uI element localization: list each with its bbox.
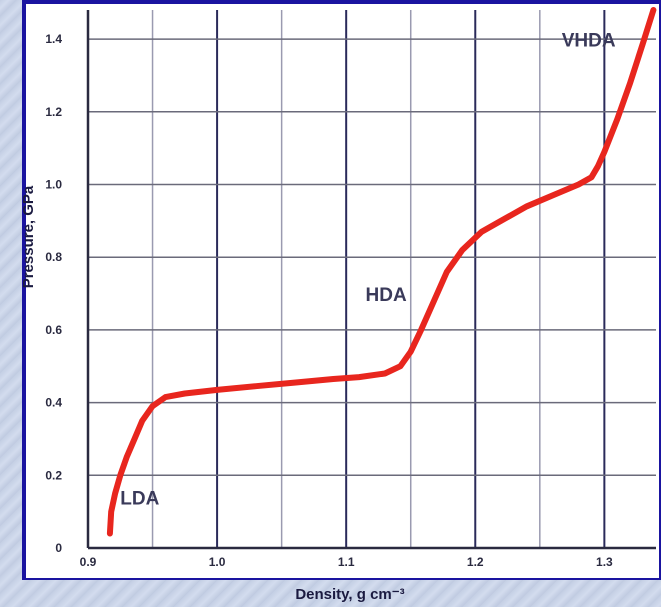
grid bbox=[88, 10, 656, 548]
y-tick-label: 0.8 bbox=[45, 250, 62, 264]
annotations: LDA HDA VHDA bbox=[120, 30, 616, 509]
x-tick-label: 1.2 bbox=[467, 555, 484, 569]
y-tick-label: 0.2 bbox=[45, 468, 62, 482]
chart-background bbox=[26, 4, 659, 578]
annotation-label: LDA bbox=[120, 488, 159, 509]
annotation-label: VHDA bbox=[562, 30, 616, 51]
x-tick-label: 0.9 bbox=[80, 555, 97, 569]
y-tick-label: 0 bbox=[55, 541, 62, 555]
y-tick-label: 1.2 bbox=[45, 105, 62, 119]
y-tick-label: 1.0 bbox=[45, 177, 62, 191]
x-tick-label: 1.0 bbox=[209, 555, 226, 569]
x-axis-label: Density, g cm⁻³ bbox=[295, 586, 404, 603]
y-tick-label: 0.6 bbox=[45, 323, 62, 337]
y-axis-label: Pressure, GPa bbox=[20, 185, 37, 288]
y-tick-label: 1.4 bbox=[45, 32, 62, 46]
series-line bbox=[106, 7, 657, 537]
x-tick-label: 1.3 bbox=[596, 555, 613, 569]
axes bbox=[86, 10, 656, 550]
x-tick-label: 1.1 bbox=[338, 555, 355, 569]
y-tick-label: 0.4 bbox=[45, 396, 62, 410]
series-group bbox=[106, 7, 657, 537]
tick-labels: 0.9 1.0 1.1 1.2 1.3 0 0.2 0.4 0.6 0.8 1.0 1.2 1.4 bbox=[45, 32, 613, 569]
annotation-label: HDA bbox=[366, 285, 407, 306]
